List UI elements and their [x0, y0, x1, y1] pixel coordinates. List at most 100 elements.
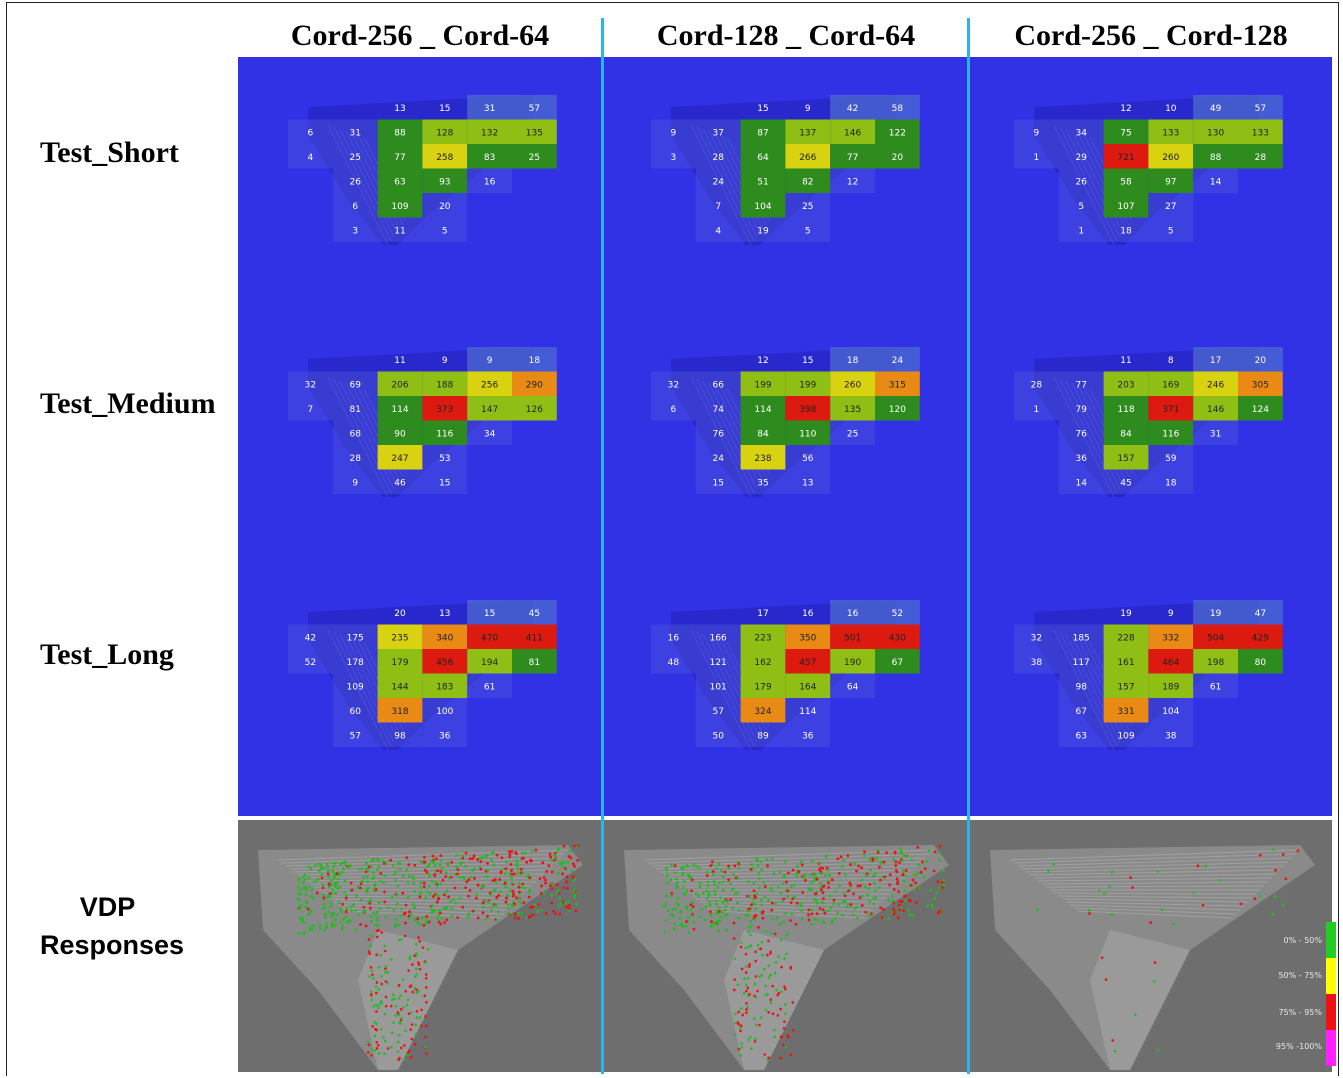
vdp-response-dot	[800, 917, 804, 921]
vdp-response-dot	[531, 913, 535, 917]
vdp-response-dot	[818, 861, 822, 865]
vdp-response-dot	[567, 909, 571, 912]
vdp-response-dot	[731, 906, 735, 910]
vdp-response-dot	[729, 898, 732, 901]
heat-cell-label: 11	[394, 356, 405, 366]
vdp-seat-3	[990, 845, 1315, 1070]
vdp-response-dot	[925, 860, 928, 863]
vdp-response-dot	[767, 976, 771, 980]
heat-cell	[875, 624, 920, 649]
vdp-response-dot	[397, 1013, 400, 1017]
vdp-response-dot	[486, 861, 489, 865]
vdp-response-dot	[382, 1035, 385, 1039]
heat-cell-label: 48	[668, 658, 680, 668]
vdp-response-dot	[720, 910, 724, 914]
vdp-response-dot	[504, 867, 508, 871]
vdp-response-dot	[679, 923, 682, 927]
vdp-response-dot	[1100, 956, 1104, 960]
vdp-response-dot	[763, 1053, 767, 1056]
heat-cell	[875, 649, 920, 674]
vdp-response-dot	[716, 919, 720, 923]
vdp-response-dot	[739, 1054, 742, 1057]
vdp-response-dot	[430, 904, 434, 908]
vdp-response-dot	[467, 912, 471, 916]
vdp-response-dot	[694, 864, 698, 868]
heat-cell-label: 117	[1073, 658, 1090, 668]
vdp-response-dot	[839, 855, 843, 859]
vdp-response-dot	[754, 1037, 757, 1041]
vdp-response-dot	[504, 885, 508, 889]
heat-cell-label: 88	[394, 128, 406, 138]
vdp-response-dot	[370, 1048, 374, 1051]
vdp-response-dot	[749, 944, 753, 947]
heat-cell-label: 15	[484, 609, 495, 619]
vdp-response-dot	[476, 883, 480, 887]
vdp-response-dot	[935, 891, 939, 895]
vdp-response-dot	[747, 965, 751, 968]
heat-cell	[377, 698, 423, 723]
vdp-response-dot	[888, 873, 892, 877]
vdp-response-dot	[347, 919, 351, 923]
heat-cell-label: 15	[802, 356, 813, 366]
vdp-response-dot	[568, 849, 572, 853]
vdp-response-dot	[711, 870, 715, 873]
vdp-response-dot	[349, 881, 353, 885]
vdp-response-dot	[932, 869, 936, 873]
vdp-response-dot	[550, 901, 554, 905]
vdp-response-dot	[558, 912, 562, 916]
vdp-response-dot	[894, 860, 898, 864]
vdp-response-dot	[776, 1014, 780, 1017]
vdp-response-dot	[527, 890, 531, 894]
vdp-response-dot	[898, 908, 902, 912]
vdp-response-dot	[721, 880, 725, 884]
vdp-response-dot	[812, 897, 816, 901]
heat-cell	[740, 420, 786, 445]
vdp-response-dot	[707, 893, 711, 897]
vdp-response-dot	[421, 946, 425, 949]
vdp-response-dot	[795, 874, 799, 877]
heat-cell	[740, 722, 786, 747]
vdp-response-dot	[690, 889, 693, 893]
vdp-response-dot	[437, 920, 441, 924]
vdp-response-dot	[380, 1001, 383, 1005]
vdp-response-dot	[484, 855, 487, 859]
heat-cell	[377, 649, 423, 674]
heat-cell-label: 26	[349, 177, 361, 187]
vdp-response-dot	[444, 875, 448, 878]
vdp-response-dot	[433, 863, 437, 867]
heat-cell	[785, 673, 831, 698]
vdp-response-dot	[679, 909, 683, 913]
seat-side	[1090, 930, 1190, 1070]
vdp-response-dot	[400, 938, 403, 941]
heat-cell	[288, 396, 333, 421]
heat-cell	[467, 673, 512, 698]
vdp-response-dot	[367, 1043, 371, 1047]
heat-cell-label: 20	[1255, 356, 1267, 366]
heat-cell	[740, 445, 786, 470]
heat-cell-label: 63	[394, 177, 405, 187]
vdp-response-dot	[1282, 903, 1285, 907]
vdp-response-dot	[762, 880, 766, 884]
heat-cell-label: 58	[892, 104, 904, 114]
vdp-response-dot	[431, 854, 435, 858]
vdp-response-dot	[917, 886, 921, 890]
vdp-response-dot	[673, 864, 677, 868]
vdp-response-dot	[763, 885, 767, 888]
vdp-response-dot	[419, 860, 423, 863]
vdp-response-dot	[424, 896, 428, 900]
vdp-response-dot	[764, 930, 768, 933]
vdp-response-dot	[450, 860, 454, 864]
vdp-response-dot	[507, 850, 511, 854]
seat-stripe	[281, 853, 565, 864]
vdp-response-dot	[773, 971, 777, 975]
heat-cell	[1058, 445, 1104, 470]
heat-cell	[1103, 396, 1149, 421]
vdp-response-dot	[566, 860, 570, 864]
vdp-response-dot	[412, 877, 415, 881]
vdp-response-dot	[456, 868, 460, 872]
vdp-response-dot	[399, 994, 402, 997]
heat-cell	[1238, 396, 1283, 421]
vdp-response-dot	[876, 851, 880, 854]
heat-cell-label: 28	[349, 454, 361, 464]
